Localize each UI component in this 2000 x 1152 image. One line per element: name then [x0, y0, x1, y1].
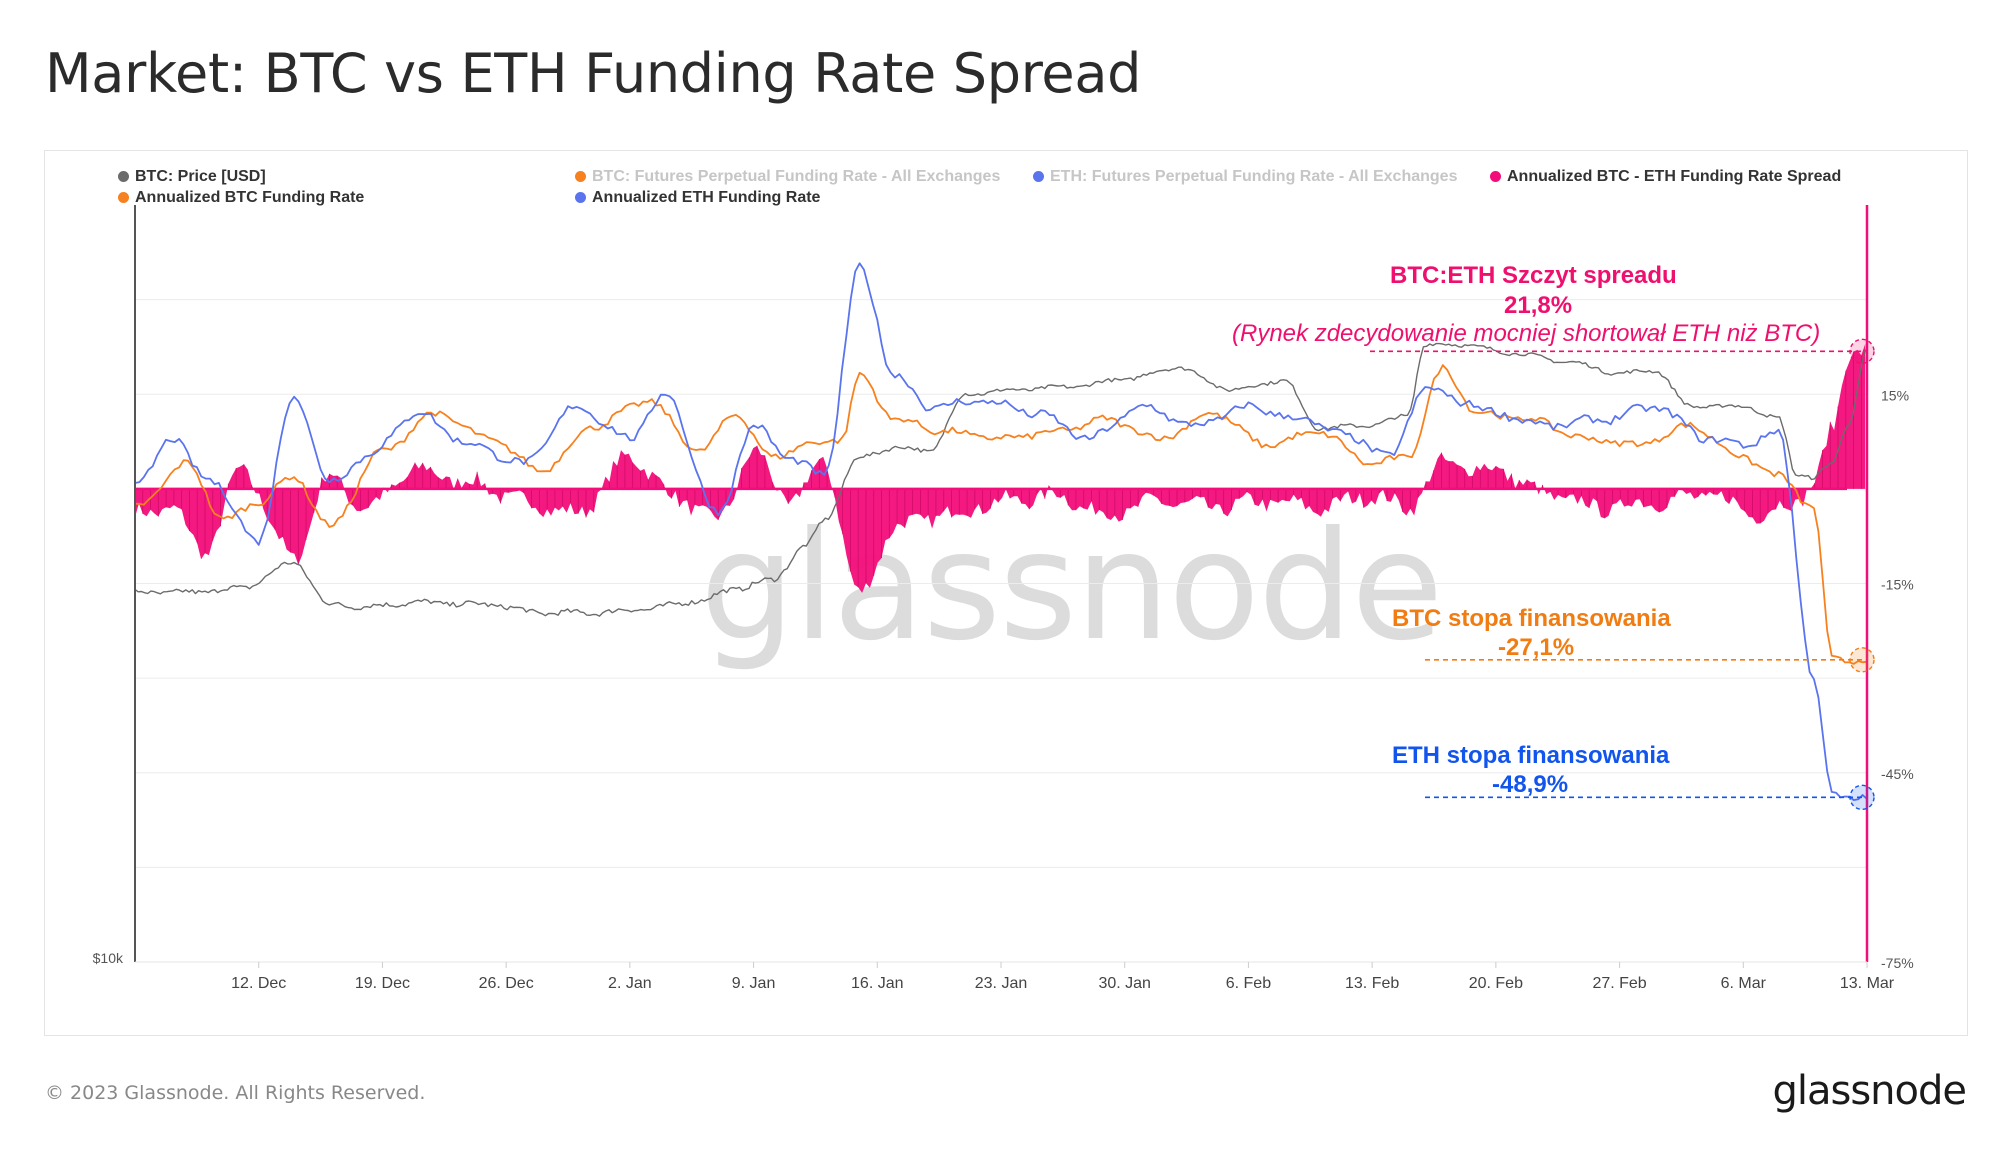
spread-peak-marker: [1849, 338, 1875, 365]
legend-label: Annualized ETH Funding Rate: [592, 189, 821, 206]
legend-dot-icon: [575, 171, 586, 182]
y-right-tick-label: -45%: [1881, 766, 1914, 782]
spread-area: [134, 343, 1866, 593]
legend-label: Annualized BTC Funding Rate: [135, 189, 365, 206]
legend-dot-icon: [1490, 171, 1501, 182]
eth-rate-marker: [1849, 784, 1875, 811]
glassnode-logo: glassnode: [1772, 1068, 1967, 1114]
legend-dot-icon: [118, 171, 129, 182]
x-tick-label: 2. Jan: [608, 975, 652, 992]
x-tick-label: 9. Jan: [732, 975, 776, 992]
x-tick-label: 26. Dec: [479, 975, 534, 992]
footer-copyright: © 2023 Glassnode. All Rights Reserved.: [45, 1082, 426, 1104]
legend-label: BTC: Price [USD]: [135, 168, 266, 185]
watermark: glassnode: [700, 500, 1443, 674]
axes: 12. Dec 19. Dec 26. Dec 2. Jan 9. Jan 16. Jan…: [93, 205, 1914, 992]
x-tick-label: 20. Feb: [1469, 975, 1523, 992]
annotation-markers: [1370, 338, 1875, 811]
annotation-spread-value: 21,8%: [1504, 292, 1573, 319]
spread-area-path: [135, 343, 1866, 593]
btc-funding-line: [134, 364, 1868, 665]
x-tick-label: 6. Feb: [1226, 975, 1271, 992]
x-tick-label: 30. Jan: [1098, 975, 1150, 992]
legend-eth-annualized[interactable]: Annualized ETH Funding Rate: [575, 189, 820, 207]
x-tick-label: 6. Mar: [1721, 975, 1767, 992]
y-right-tick-label: 15%: [1881, 387, 1909, 403]
legend-dot-icon: [118, 192, 129, 203]
annotation-spread-note: (Rynek zdecydowanie mocniej shortował ET…: [1232, 320, 1821, 347]
annotation-eth-title: ETH stopa finansowania: [1392, 742, 1670, 769]
x-tick-label: 13. Mar: [1840, 975, 1895, 992]
annotation-spread-title: BTC:ETH Szczyt spreadu: [1390, 262, 1677, 289]
btc-rate-marker: [1849, 647, 1875, 673]
legend-dot-icon: [1033, 171, 1044, 182]
legend-btc-funding-raw[interactable]: BTC: Futures Perpetual Funding Rate - Al…: [575, 168, 1000, 186]
legend-dot-icon: [575, 192, 586, 203]
x-tick-label: 27. Feb: [1592, 975, 1646, 992]
series-lines: [134, 262, 1868, 801]
legend-eth-funding-raw[interactable]: ETH: Futures Perpetual Funding Rate - Al…: [1033, 168, 1457, 186]
y-right-tick-label: -15%: [1881, 577, 1914, 593]
annotation-eth-value: -48,9%: [1492, 771, 1569, 798]
legend-label: ETH: Futures Perpetual Funding Rate - Al…: [1050, 168, 1458, 185]
y-left-tick-label: $10k: [93, 950, 124, 966]
x-tick-label: 13. Feb: [1345, 975, 1399, 992]
x-tick-label: 23. Jan: [975, 975, 1027, 992]
chart-card: [44, 150, 1968, 1036]
x-tick-label: 19. Dec: [355, 975, 410, 992]
legend-label: Annualized BTC - ETH Funding Rate Spread: [1507, 168, 1842, 185]
annotation-btc-title: BTC stopa finansowania: [1392, 605, 1671, 632]
legend-btc-annualized[interactable]: Annualized BTC Funding Rate: [118, 189, 364, 207]
y-right-tick-label: -75%: [1881, 955, 1914, 971]
x-tick-label: 16. Jan: [851, 975, 903, 992]
legend-label: BTC: Futures Perpetual Funding Rate - Al…: [592, 168, 1001, 185]
x-tick-label: 12. Dec: [231, 975, 286, 992]
page-title: Market: BTC vs ETH Funding Rate Spread: [45, 42, 1142, 105]
btc-price-line: [134, 342, 1867, 617]
legend-spread[interactable]: Annualized BTC - ETH Funding Rate Spread: [1490, 168, 1841, 186]
annotation-btc-value: -27,1%: [1498, 634, 1575, 661]
legend-btc-price[interactable]: BTC: Price [USD]: [118, 168, 266, 186]
eth-funding-line: [134, 262, 1868, 801]
